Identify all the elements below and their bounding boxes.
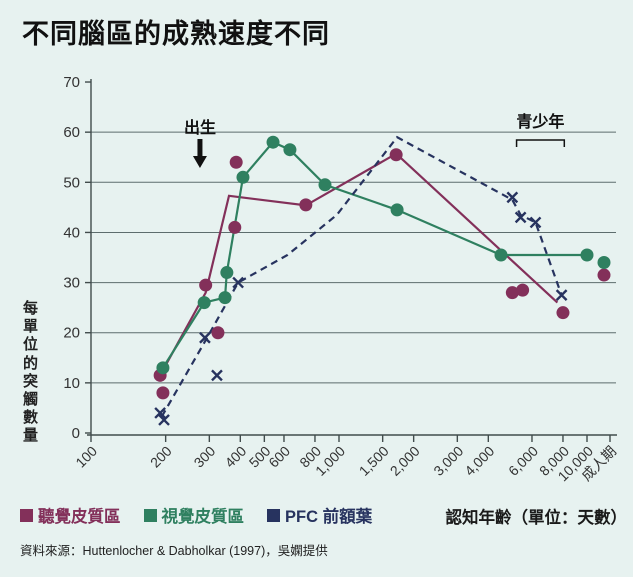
y-tick-label: 40 bbox=[63, 224, 80, 241]
page-title: 不同腦區的成熟速度不同 bbox=[22, 19, 330, 49]
legend-label-pfc: PFC 前額葉 bbox=[285, 508, 373, 526]
y-tick-label: 60 bbox=[63, 124, 80, 141]
x-tick-label: 400 bbox=[222, 443, 250, 471]
pfc-line bbox=[160, 135, 563, 418]
visual-point bbox=[266, 135, 280, 149]
visual-point bbox=[283, 143, 297, 157]
auditory-point bbox=[597, 268, 611, 282]
auditory-point bbox=[516, 283, 530, 297]
visual-point bbox=[390, 203, 404, 217]
legend: 聽覺皮質區 視覺皮質區 PFC 前額葉 bbox=[20, 503, 395, 527]
y-tick-label: 70 bbox=[63, 74, 80, 91]
visual-point bbox=[597, 256, 611, 270]
pfc-point bbox=[211, 369, 223, 382]
legend-item-pfc: PFC 前額葉 bbox=[267, 503, 372, 527]
legend-item-visual: 視覺皮質區 bbox=[143, 503, 245, 527]
pfc-point bbox=[529, 216, 542, 229]
pfc-point bbox=[154, 407, 166, 419]
legend-label-auditory: 聽覺皮質區 bbox=[38, 508, 121, 526]
auditory-point bbox=[505, 286, 519, 300]
x-tick-label: 200 bbox=[147, 443, 175, 471]
pfc-point bbox=[232, 276, 244, 289]
pfc-point bbox=[158, 414, 170, 426]
visual-point bbox=[494, 248, 508, 262]
birth-arrow-icon bbox=[192, 139, 207, 168]
visual-point bbox=[580, 248, 594, 262]
x-tick-label: 600 bbox=[265, 443, 293, 471]
legend-swatch-visual bbox=[143, 508, 157, 522]
auditory-point bbox=[229, 155, 243, 169]
visual-point bbox=[236, 170, 250, 184]
legend-swatch-auditory bbox=[20, 508, 33, 522]
visual-point bbox=[156, 361, 170, 375]
auditory-point bbox=[156, 386, 170, 400]
adolescence-label: 青少年 bbox=[516, 112, 564, 131]
visual-point bbox=[318, 178, 332, 192]
auditory-point bbox=[389, 148, 403, 162]
axes bbox=[87, 79, 617, 436]
auditory-point bbox=[299, 198, 313, 212]
visual-point bbox=[218, 291, 232, 305]
visual-line bbox=[161, 140, 587, 369]
y-tick-label: 20 bbox=[63, 325, 80, 342]
pfc-point bbox=[555, 289, 568, 301]
y-tick-label: 50 bbox=[63, 174, 80, 191]
legend-label-visual: 視覺皮質區 bbox=[161, 508, 245, 526]
auditory-line bbox=[159, 152, 559, 376]
visual-point bbox=[197, 296, 211, 310]
pfc-point bbox=[506, 191, 519, 204]
adolescence-bracket bbox=[515, 139, 566, 147]
x-tick-label: 100 bbox=[72, 443, 100, 471]
source-note: 資料來源：Huttenlocher & Dabholkar (1997)，吳嫻提… bbox=[20, 544, 328, 558]
x-tick-label: 300 bbox=[191, 443, 219, 471]
x-tick-label: 2,000 bbox=[387, 443, 423, 479]
pfc-point bbox=[199, 331, 211, 344]
y-axis-title: 每單位的突觸數量 bbox=[22, 300, 38, 445]
auditory-point bbox=[228, 220, 242, 234]
pfc-point bbox=[514, 211, 527, 224]
auditory-point bbox=[199, 278, 213, 292]
legend-item-auditory: 聽覺皮質區 bbox=[20, 503, 121, 527]
x-tick-label: 6,000 bbox=[505, 443, 541, 479]
birth-label: 出生 bbox=[184, 118, 216, 137]
legend-swatch-pfc bbox=[267, 508, 280, 522]
x-tick-label: 3,000 bbox=[430, 443, 466, 479]
x-tick-label: 4,000 bbox=[461, 443, 497, 479]
y-tick-label: 10 bbox=[63, 375, 80, 392]
auditory-point bbox=[211, 326, 225, 340]
visual-point bbox=[220, 266, 234, 280]
x-axis-title: 認知年齡（單位：天數） bbox=[445, 509, 628, 527]
y-tick-label: 0 bbox=[72, 425, 80, 442]
auditory-point bbox=[556, 306, 570, 320]
y-tick-label: 30 bbox=[63, 275, 80, 292]
x-tick-label: 1,500 bbox=[356, 443, 392, 479]
